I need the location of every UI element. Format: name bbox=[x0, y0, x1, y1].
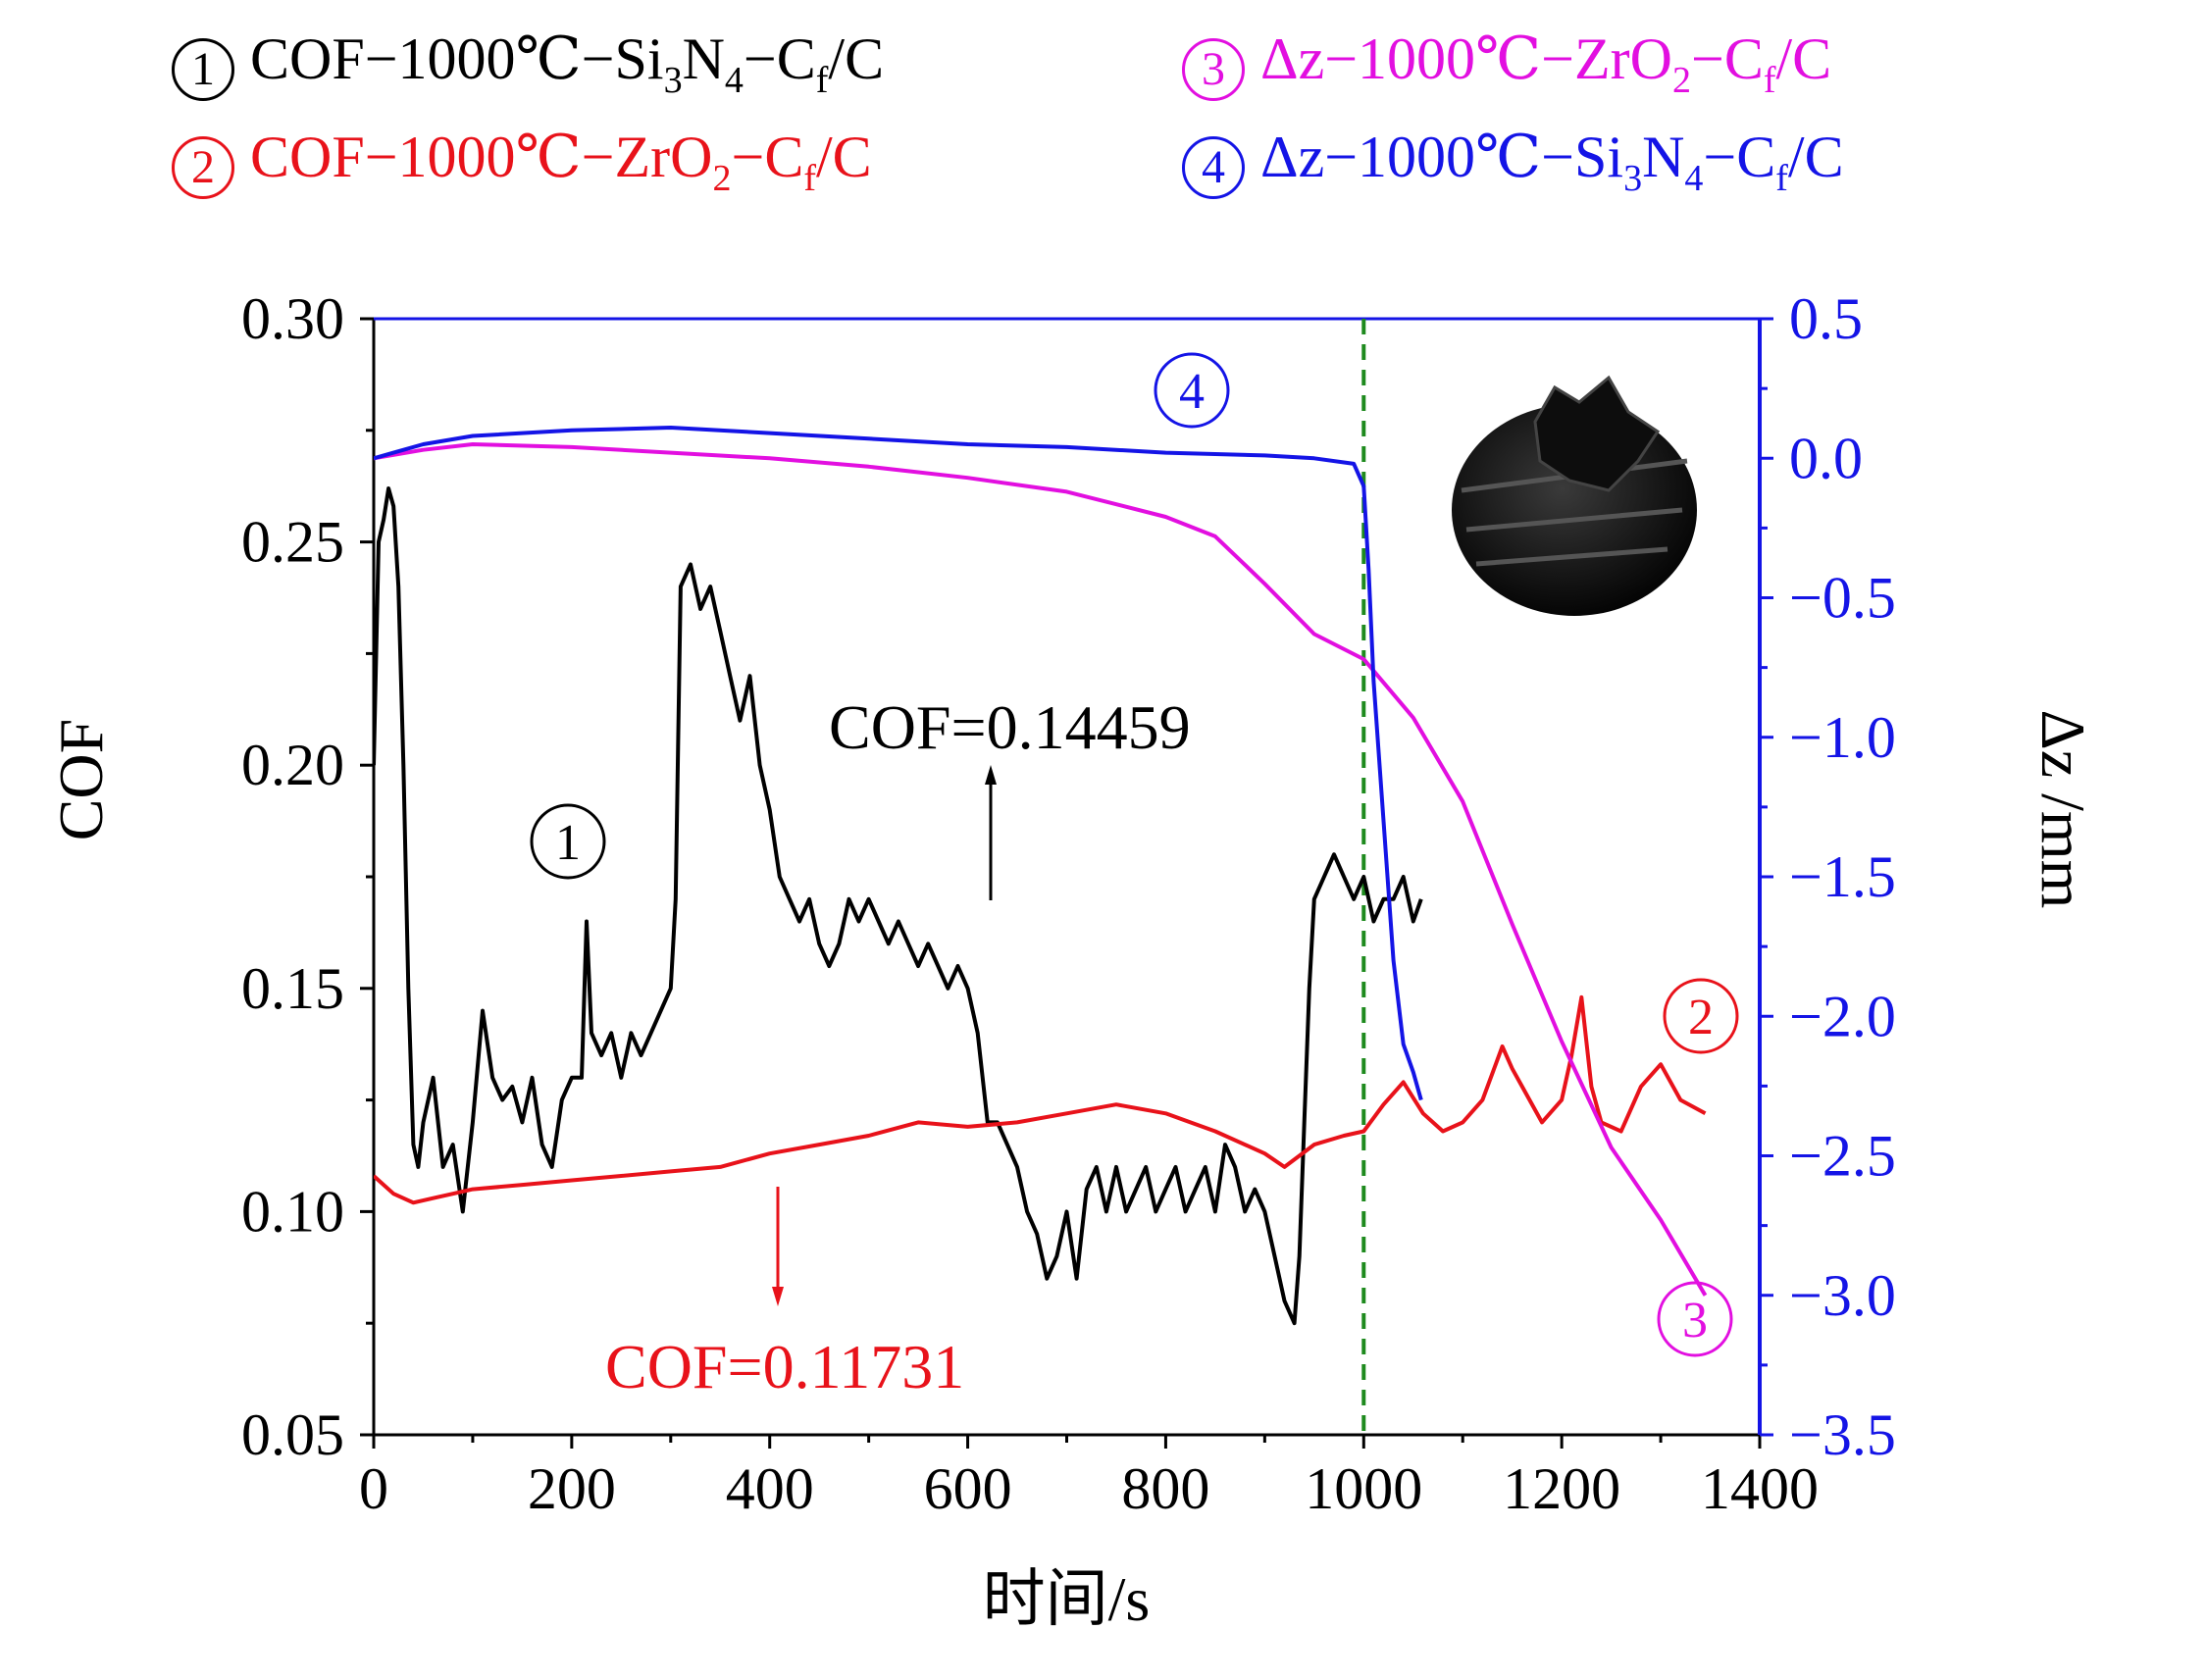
y-right-tick-label: −3.0 bbox=[1789, 1263, 1896, 1328]
x-tick-label: 600 bbox=[924, 1456, 1012, 1521]
x-tick-label: 1000 bbox=[1305, 1456, 1422, 1521]
x-tick-label: 400 bbox=[726, 1456, 814, 1521]
legend-entry-1: 1 COF−1000℃−Si3N4−Cf/C bbox=[172, 29, 884, 101]
y-right-tick-label: 0.5 bbox=[1789, 286, 1863, 351]
series-label-1: 1 bbox=[530, 803, 606, 880]
ticks: 0 200 400 600 800 1000 1200 1400 0.05 0.10 0.15 0.2… bbox=[241, 286, 1896, 1521]
legend-number-2: 2 bbox=[172, 136, 234, 199]
y-right-tick-label: −1.5 bbox=[1789, 844, 1896, 909]
svg-text:1: 1 bbox=[555, 815, 581, 871]
svg-text:2: 2 bbox=[1688, 990, 1714, 1045]
series-label-3: 3 bbox=[1657, 1281, 1733, 1357]
series-line-cof-si3n4 bbox=[374, 486, 1423, 1326]
y-left-tick-label: 0.30 bbox=[241, 286, 344, 351]
svg-text:4: 4 bbox=[1179, 364, 1205, 420]
x-tick-label: 0 bbox=[359, 1456, 388, 1521]
legend-number-3: 3 bbox=[1182, 38, 1245, 101]
annotation-arrowhead-red bbox=[772, 1287, 784, 1306]
series-line-dz-si3n4 bbox=[374, 426, 1423, 1101]
x-axis-label: 时间/s bbox=[983, 1564, 1151, 1634]
legend-number-1: 1 bbox=[172, 38, 234, 101]
y-right-tick-label: −0.5 bbox=[1789, 566, 1896, 631]
series-label-2: 2 bbox=[1663, 978, 1739, 1054]
sample-photo bbox=[1452, 375, 1697, 616]
series-label-4: 4 bbox=[1154, 352, 1230, 429]
y-left-tick-label: 0.20 bbox=[241, 733, 344, 797]
x-tick-label: 1200 bbox=[1503, 1456, 1620, 1521]
annotation-cof-black: COF=0.14459 bbox=[829, 692, 1191, 762]
y-left-tick-label: 0.10 bbox=[241, 1179, 344, 1244]
legend-number-4: 4 bbox=[1182, 136, 1245, 199]
y-right-tick-label: −2.0 bbox=[1789, 984, 1896, 1048]
y-left-tick-label: 0.05 bbox=[241, 1402, 344, 1467]
y-axis-label-right: Δz /mm bbox=[2028, 710, 2098, 909]
annotation-arrowhead-black bbox=[985, 765, 997, 785]
annotation-cof-red: COF=0.11731 bbox=[605, 1332, 964, 1401]
legend-entry-4: 4 Δz−1000℃−Si3N4−Cf/C bbox=[1182, 127, 1844, 199]
y-right-tick-label: −3.5 bbox=[1789, 1402, 1896, 1467]
series-line-cof-zro2 bbox=[374, 994, 1707, 1205]
y-right-tick-label: 0.0 bbox=[1789, 426, 1863, 490]
y-right-tick-label: −1.0 bbox=[1789, 705, 1896, 770]
series-line-dz-zro2 bbox=[374, 442, 1708, 1297]
y-left-tick-label: 0.25 bbox=[241, 510, 344, 575]
x-tick-label: 1400 bbox=[1701, 1456, 1819, 1521]
x-tick-label: 800 bbox=[1121, 1456, 1209, 1521]
svg-text:3: 3 bbox=[1682, 1293, 1708, 1349]
legend-entry-3: 3 Δz−1000℃−ZrO2−Cf/C bbox=[1182, 29, 1831, 101]
y-left-tick-label: 0.15 bbox=[241, 956, 344, 1021]
y-right-tick-label: −2.5 bbox=[1789, 1124, 1896, 1189]
y-axis-label-left: COF bbox=[46, 719, 116, 841]
legend-entry-2: 2 COF−1000℃−ZrO2−Cf/C bbox=[172, 127, 872, 199]
x-tick-label: 200 bbox=[528, 1456, 616, 1521]
